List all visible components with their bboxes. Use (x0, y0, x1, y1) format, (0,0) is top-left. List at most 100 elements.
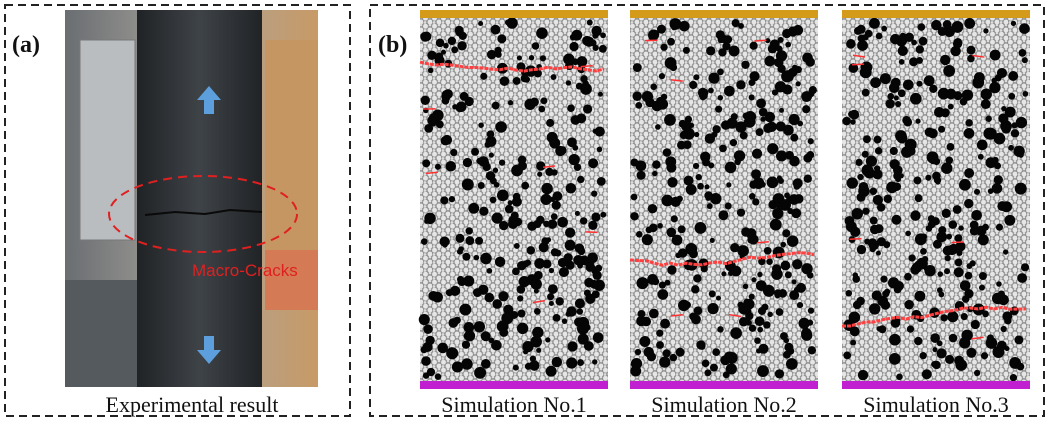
particle (546, 119, 554, 127)
particle (642, 91, 653, 102)
panel-label: (b) (378, 32, 407, 58)
particle (860, 189, 866, 195)
particle (571, 115, 581, 125)
particle (765, 112, 776, 123)
particle (843, 352, 851, 360)
particle (783, 125, 794, 136)
particle (869, 18, 880, 29)
particle (527, 246, 536, 255)
particle (739, 317, 749, 327)
particle (801, 328, 812, 339)
particle (869, 303, 880, 314)
particle (459, 32, 467, 40)
particle (428, 68, 434, 74)
particle (474, 321, 485, 332)
particle (796, 81, 801, 86)
particle (508, 219, 518, 229)
particle (992, 183, 1003, 194)
particle (915, 233, 927, 245)
particle (449, 196, 455, 202)
particle (451, 46, 458, 53)
particle (905, 139, 917, 151)
particle (534, 308, 541, 315)
particle (862, 151, 869, 158)
particle (989, 82, 1000, 93)
particle (660, 44, 667, 51)
particle (987, 334, 994, 341)
particle (476, 158, 482, 164)
particle (767, 143, 778, 154)
particle (457, 276, 464, 283)
particle (530, 336, 542, 348)
particle (429, 113, 438, 122)
particle (593, 332, 604, 343)
particle (435, 52, 443, 60)
particle (566, 311, 571, 316)
particle (1011, 129, 1019, 137)
particle (876, 326, 881, 331)
particle (464, 97, 473, 106)
particle (853, 272, 858, 277)
particle (1019, 23, 1030, 34)
particle (887, 93, 894, 100)
particle (792, 279, 797, 284)
particle (462, 341, 470, 349)
particle (994, 133, 1006, 145)
top-boundary (630, 10, 818, 18)
particle (551, 74, 557, 80)
particle (478, 182, 485, 189)
particle (938, 126, 945, 133)
caption: Simulation No.3 (863, 392, 1008, 417)
particle (793, 183, 800, 190)
particle (471, 148, 479, 156)
particle (774, 58, 784, 68)
particle (889, 353, 901, 365)
particle (898, 89, 906, 97)
particle (696, 174, 702, 180)
particle (630, 366, 641, 377)
particle (725, 162, 737, 174)
particle (959, 337, 970, 348)
top-boundary (420, 10, 608, 18)
particle (684, 176, 694, 186)
particle (553, 314, 561, 322)
particle (857, 245, 866, 254)
particle (532, 42, 540, 50)
particle (758, 344, 768, 354)
particle (670, 354, 678, 362)
particle (566, 357, 577, 368)
particle (538, 106, 545, 113)
particle (693, 274, 701, 282)
particle (718, 95, 724, 101)
particle (1014, 335, 1023, 344)
particle (558, 258, 567, 267)
particle (513, 77, 521, 85)
particle (487, 268, 493, 274)
particle (718, 48, 726, 56)
particle (1010, 374, 1017, 381)
particle (998, 113, 1008, 123)
particle (808, 307, 814, 313)
particle (741, 227, 750, 236)
particle (894, 281, 904, 291)
particle (750, 42, 758, 50)
particle (964, 199, 973, 208)
particle (499, 328, 508, 337)
particle (710, 238, 715, 243)
particle (1004, 317, 1011, 324)
particle (533, 220, 541, 228)
particle (719, 145, 727, 153)
particle (581, 83, 589, 91)
particle (551, 213, 558, 220)
particle (754, 337, 761, 344)
particle (917, 23, 925, 31)
particle (452, 104, 457, 109)
particle (549, 138, 560, 149)
particle (425, 336, 434, 345)
particle (517, 285, 526, 294)
particle (667, 38, 675, 46)
particle (591, 212, 600, 221)
particle (962, 283, 967, 288)
particle (761, 304, 768, 311)
particle (920, 248, 927, 255)
